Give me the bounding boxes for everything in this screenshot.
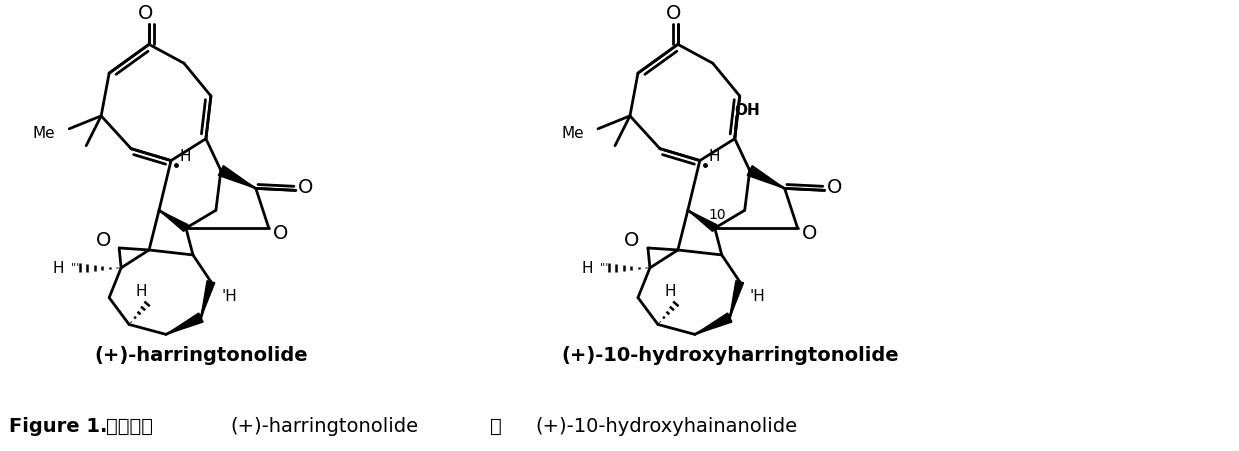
Text: O: O [667,4,681,23]
Text: ''': ''' [600,262,610,272]
Text: H: H [581,261,593,276]
Text: Me: Me [32,126,56,141]
Text: O: O [95,230,110,249]
Text: (+)-10-hydroxyhainanolide: (+)-10-hydroxyhainanolide [535,417,798,436]
Text: (+)-harringtonolide: (+)-harringtonolide [230,417,419,436]
Text: O: O [826,178,843,197]
Polygon shape [159,210,188,231]
Text: OH: OH [733,103,760,119]
Text: O: O [802,224,818,243]
Text: (+)-harringtonolide: (+)-harringtonolide [94,346,307,365]
Text: O: O [138,4,152,23]
Polygon shape [695,313,732,334]
Text: H: H [53,261,64,276]
Text: H: H [664,284,675,299]
Text: ''': ''' [71,262,81,272]
Text: Figure 1.: Figure 1. [10,417,108,436]
Text: 10: 10 [707,208,726,222]
Polygon shape [730,281,743,318]
Polygon shape [218,166,255,189]
Polygon shape [688,210,717,231]
Text: 天然产物: 天然产物 [107,417,154,436]
Text: O: O [299,178,313,197]
Text: H: H [707,149,720,164]
Text: Me: Me [561,126,584,141]
Polygon shape [201,281,214,318]
Text: 'H: 'H [750,289,766,304]
Text: 和: 和 [491,417,502,436]
Polygon shape [166,313,203,334]
Text: O: O [624,230,639,249]
Text: 'H: 'H [221,289,237,304]
Text: H: H [180,149,191,164]
Text: (+)-10-hydroxyharringtonolide: (+)-10-hydroxyharringtonolide [561,346,898,365]
Text: H: H [135,284,147,299]
Polygon shape [747,166,784,189]
Text: O: O [273,224,289,243]
